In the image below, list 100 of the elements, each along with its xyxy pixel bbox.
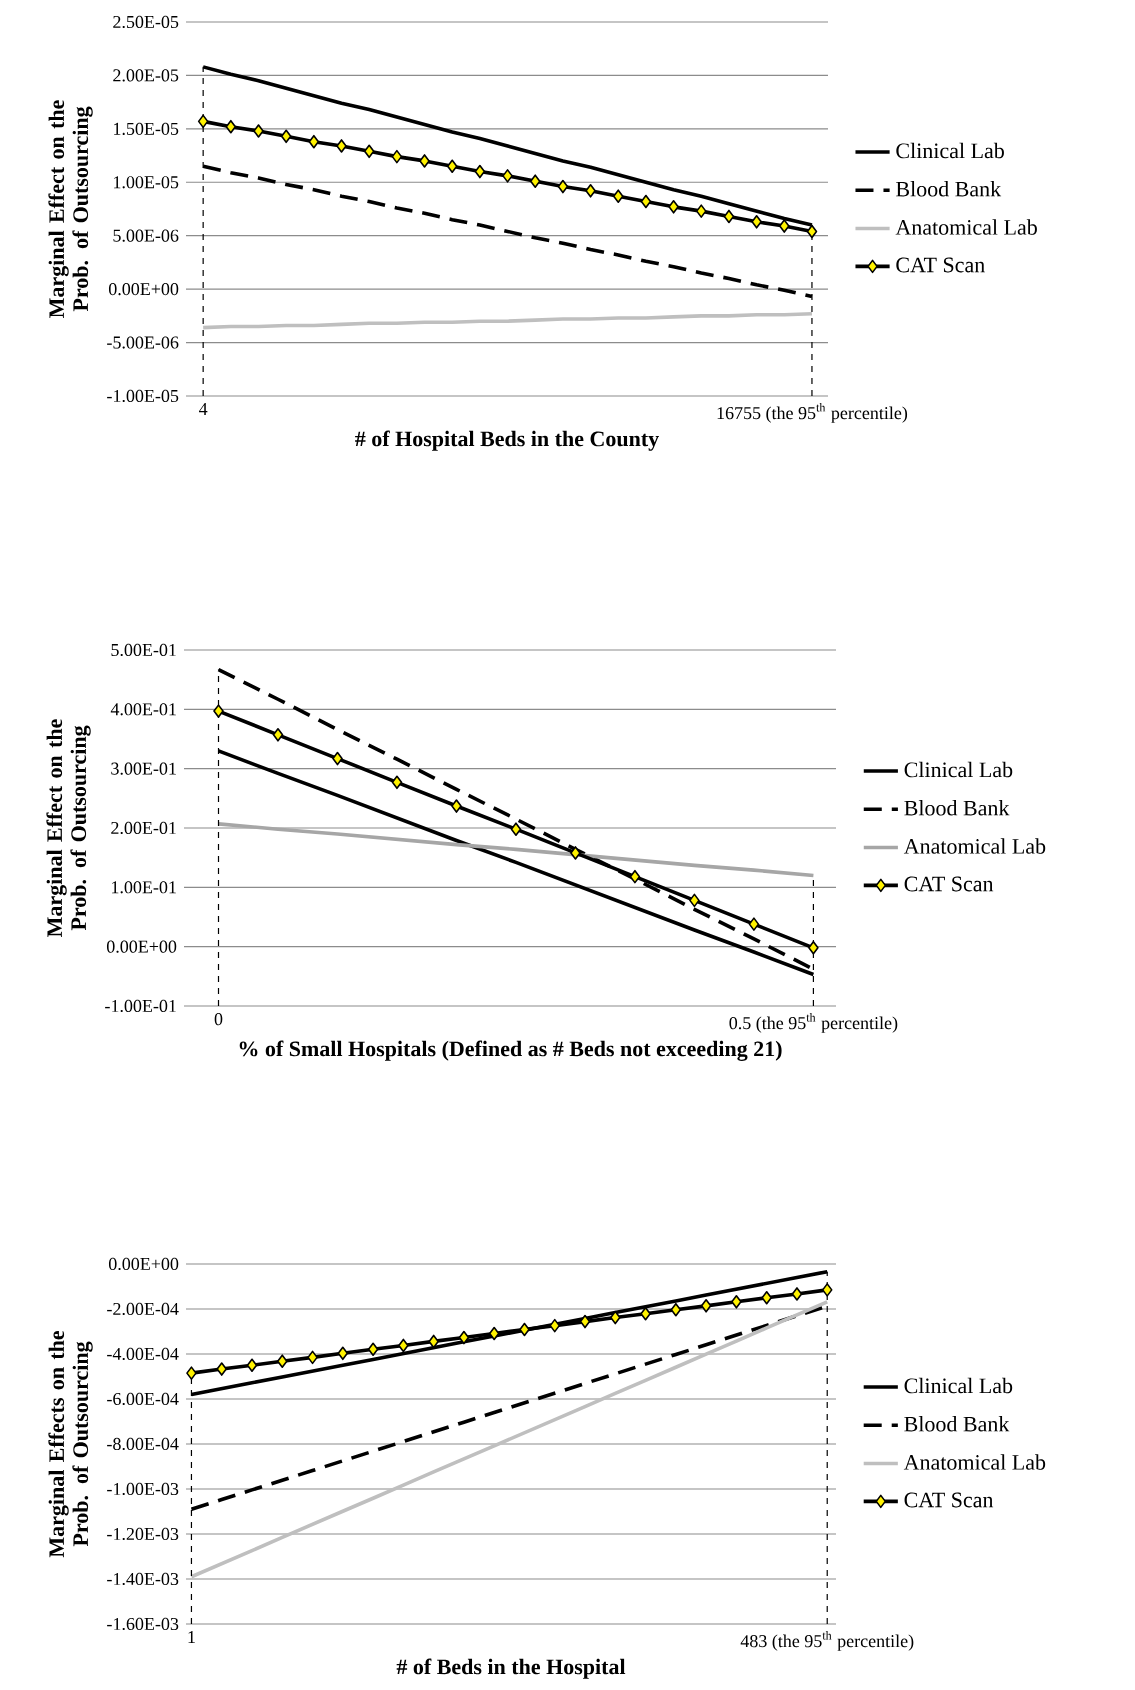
point xyxy=(272,728,284,742)
point xyxy=(474,164,486,179)
point xyxy=(502,169,513,183)
point xyxy=(276,1354,288,1368)
y-tick-label: 2.50E-05 xyxy=(113,15,179,29)
point xyxy=(585,184,596,198)
y-tick-label: 5.00E-06 xyxy=(113,229,179,242)
y-tick-label: 4.00E-01 xyxy=(110,703,176,716)
legend-label: CAT Scan xyxy=(904,1492,994,1508)
x-axis-title: # of Beds in the Hospital xyxy=(396,1658,626,1679)
point xyxy=(640,1306,651,1321)
point xyxy=(751,215,762,229)
legend-label: Anatomical Lab xyxy=(903,838,1046,854)
x-tick-label: 4 xyxy=(199,403,208,415)
point xyxy=(579,1314,591,1329)
point xyxy=(668,200,679,214)
y-axis-title: Marginal Effect on the Prob. of Outsourcing xyxy=(46,719,91,937)
x-axis-title: # of Hospital Beds in the County xyxy=(355,430,659,451)
point xyxy=(549,1318,561,1333)
point xyxy=(731,1295,742,1309)
point xyxy=(700,1299,712,1313)
x-tick-label: 483 (the 95$^{th}$ percentile) xyxy=(740,1631,914,1651)
y-tick-label: 3.00E-01 xyxy=(111,762,176,775)
x-axis-title: % of Small Hospitals (Defined as # Beds not exceeding 21) xyxy=(239,1040,782,1061)
legend-label: CAT Scan xyxy=(896,257,985,273)
y-tick-label: -4.00E-04 xyxy=(107,1347,179,1361)
point xyxy=(363,144,375,159)
y-tick-label: -1.20E-03 xyxy=(107,1527,179,1541)
point xyxy=(612,189,624,203)
point xyxy=(446,159,458,174)
point xyxy=(391,775,403,790)
point xyxy=(488,1326,500,1341)
point xyxy=(451,799,462,813)
y-tick-label: 1.00E-05 xyxy=(114,176,179,189)
point xyxy=(689,893,700,908)
point xyxy=(791,1287,803,1301)
legend-label: Blood Bank xyxy=(904,1416,1010,1432)
y-tick-label: 1.50E-05 xyxy=(114,122,179,135)
point xyxy=(186,1366,197,1380)
point xyxy=(510,822,522,836)
y-tick-label: -1.40E-03 xyxy=(107,1572,179,1586)
x-tick-label: 0 xyxy=(214,1013,223,1026)
point xyxy=(640,194,652,209)
legend-label: Blood Bank xyxy=(896,181,1002,197)
point xyxy=(225,119,237,134)
point xyxy=(367,1342,379,1357)
point xyxy=(806,224,818,239)
y-tick-label: 0.00E+00 xyxy=(108,1257,179,1271)
point xyxy=(723,209,735,224)
legend-label: Clinical Lab xyxy=(904,1377,1013,1394)
point xyxy=(695,204,707,218)
point xyxy=(391,149,403,164)
legend-label: Clinical Lab xyxy=(904,761,1013,778)
point xyxy=(253,124,264,138)
point xyxy=(337,1346,349,1361)
y-tick-label: 2.00E-05 xyxy=(113,69,179,82)
x-tick-label: 1 xyxy=(188,1631,195,1643)
point xyxy=(307,1350,318,1365)
point xyxy=(670,1302,682,1317)
point xyxy=(213,704,224,718)
point xyxy=(610,1310,621,1325)
point xyxy=(570,846,581,860)
line-series xyxy=(201,311,814,330)
point xyxy=(216,1362,228,1376)
point xyxy=(398,1338,409,1353)
point xyxy=(557,179,569,194)
legend-label: Anatomical Lab xyxy=(903,1454,1046,1470)
point xyxy=(428,1334,439,1349)
point xyxy=(246,1358,258,1373)
point xyxy=(336,139,347,153)
point xyxy=(332,751,343,766)
x-tick-label: 0.5 (the 95$^{th}$ percentile) xyxy=(729,1013,898,1033)
y-tick-label: -1.60E-03 xyxy=(107,1617,179,1631)
y-tick-label: -1.00E-03 xyxy=(107,1482,179,1496)
y-tick-label: 0.00E+00 xyxy=(106,940,177,953)
y-tick-label: 2.00E-01 xyxy=(111,821,176,835)
point xyxy=(778,219,790,233)
y-tick-label: -6.00E-04 xyxy=(107,1392,179,1406)
point xyxy=(419,154,430,168)
y-axis-title: Marginal Effect on the Prob. of Outsourcing xyxy=(48,100,93,318)
point xyxy=(748,917,760,931)
y-tick-label: -1.00E-05 xyxy=(107,389,179,403)
point xyxy=(808,941,819,955)
y-tick-label: 5.00E-01 xyxy=(111,643,176,657)
point xyxy=(761,1290,772,1305)
legend-label: CAT Scan xyxy=(904,876,994,892)
y-tick-label: -2.00E-04 xyxy=(107,1302,179,1316)
y-tick-label: 0.00E+00 xyxy=(108,283,179,296)
y-tick-label: -8.00E-04 xyxy=(107,1437,179,1451)
point xyxy=(280,129,292,144)
point xyxy=(308,134,320,149)
y-tick-label: -1.00E-01 xyxy=(105,999,176,1013)
point xyxy=(821,1283,833,1297)
y-tick-label: 1.00E-01 xyxy=(112,881,176,894)
point xyxy=(519,1322,530,1337)
y-axis-title: Marginal Effects on the Prob. of Outsourcing xyxy=(48,1330,93,1558)
x-tick-label: 16755 (the 95$^{th}$ percentile) xyxy=(717,403,908,423)
point xyxy=(458,1330,470,1345)
point xyxy=(529,174,541,188)
point xyxy=(629,869,641,884)
